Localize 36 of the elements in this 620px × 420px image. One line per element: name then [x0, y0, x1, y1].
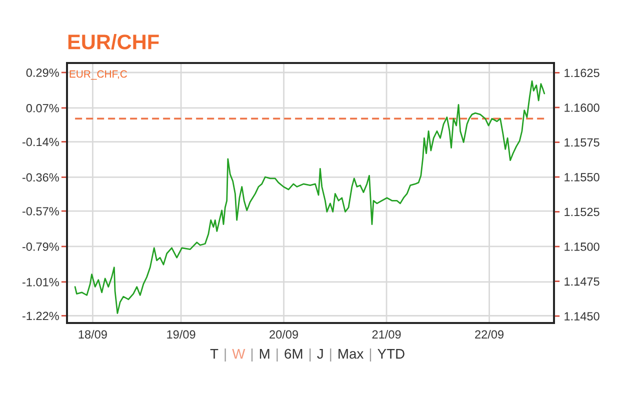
text: | [330, 348, 332, 362]
y-tick-label: -1.01% [22, 278, 59, 286]
y-tick-label: -0.57% [22, 207, 59, 216]
text: | [224, 348, 226, 362]
x-tick-label: 18/09 [78, 330, 107, 339]
text: 6M [284, 348, 302, 359]
text: | [370, 348, 372, 362]
text: | [276, 348, 278, 362]
y-tick-label: 0.07% [26, 104, 59, 112]
y2-tick-label: 1.1575 [564, 138, 600, 147]
text: Max [338, 349, 364, 359]
y2-tick-label: 1.1625 [564, 68, 600, 78]
chart-title: EUR/CHF [68, 34, 159, 50]
text: T [210, 349, 218, 359]
x-tick-label: 19/09 [167, 330, 196, 339]
y2-tick-label: 1.1550 [564, 173, 600, 182]
text: W [232, 349, 246, 359]
y2-tick-label: 1.1475 [564, 277, 600, 286]
y-tick-label: -0.79% [22, 242, 59, 251]
text: | [251, 348, 253, 362]
y2-tick-label: 1.1600 [564, 104, 600, 112]
y-tick-label: 0.29% [26, 68, 59, 77]
y-tick-label: -1.22% [22, 312, 59, 320]
y2-tick-label: 1.1450 [564, 312, 600, 320]
text: M [260, 349, 270, 359]
text: J [317, 349, 323, 359]
y2-tick-label: 1.1525 [564, 208, 600, 216]
y-tick-label: -0.36% [22, 173, 59, 182]
x-tick-label: 21/09 [372, 330, 401, 339]
y-tick-label: -0.14% [22, 138, 59, 146]
text: | [310, 348, 311, 362]
x-tick-label: 22/09 [475, 330, 504, 339]
text: YTD [378, 349, 404, 359]
y2-tick-label: 1.1500 [564, 242, 600, 251]
x-tick-label: 20/09 [270, 330, 298, 339]
annotation: EUR_CHF,C [70, 70, 128, 80]
